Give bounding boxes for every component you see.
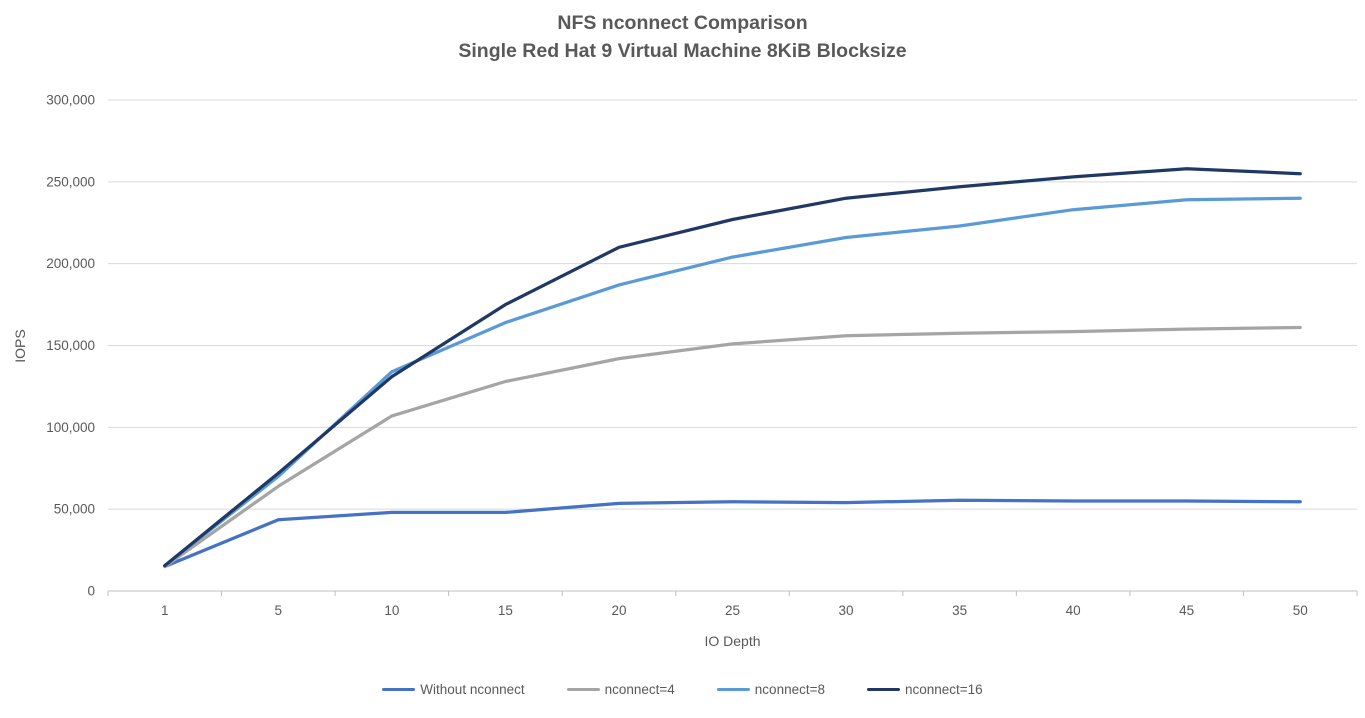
chart-title: NFS nconnect Comparison Single Red Hat 9…: [0, 9, 1365, 65]
legend-item: Without nconnect: [382, 682, 525, 697]
y-tick-label: 200,000: [46, 256, 95, 271]
x-tick-label: 30: [839, 603, 854, 618]
legend-label: Without nconnect: [420, 682, 525, 697]
x-tick-label: 35: [952, 603, 967, 618]
legend-swatch-icon: [382, 687, 416, 692]
x-tick-label: 20: [611, 603, 626, 618]
y-axis-title: IOPS: [12, 329, 28, 363]
legend-label: nconnect=16: [904, 682, 983, 697]
y-tick-label: 150,000: [46, 338, 95, 353]
series-line-nconnect-4: [163, 325, 1302, 569]
y-tick-label: 300,000: [46, 93, 95, 108]
chart-title-line2: Single Red Hat 9 Virtual Machine 8KiB Bl…: [458, 40, 907, 62]
legend-swatch-icon: [566, 687, 600, 692]
x-axis-title: IO Depth: [704, 633, 761, 649]
series-line-nconnect-8: [163, 196, 1302, 568]
legend-item: nconnect=8: [716, 682, 825, 697]
legend-swatch-icon: [866, 687, 900, 692]
y-tick-label: 50,000: [54, 502, 95, 517]
legend-swatch-icon: [716, 687, 750, 692]
x-tick-label: 50: [1293, 603, 1308, 618]
x-tick-label: 5: [275, 603, 283, 618]
legend-label: nconnect=4: [604, 682, 675, 697]
series-line-without-nconnect: [163, 498, 1302, 569]
y-tick-label: 250,000: [46, 174, 95, 189]
series-line-nconnect-16: [163, 167, 1302, 568]
x-tick-label: 40: [1066, 603, 1081, 618]
chart-title-line1: NFS nconnect Comparison: [557, 12, 808, 34]
chart-legend: Without nconnect nconnect=4 nconnect=8 ncon…: [0, 682, 1365, 697]
x-tick-label: 45: [1179, 603, 1194, 618]
x-tick-label: 1: [161, 603, 169, 618]
legend-label: nconnect=8: [754, 682, 825, 697]
legend-item: nconnect=4: [566, 682, 675, 697]
x-tick-label: 25: [725, 603, 740, 618]
legend-item: nconnect=16: [866, 682, 983, 697]
y-tick-label: 0: [87, 584, 95, 599]
y-tick-label: 100,000: [46, 420, 95, 435]
x-tick-label: 15: [498, 603, 513, 618]
x-tick-label: 10: [384, 603, 399, 618]
